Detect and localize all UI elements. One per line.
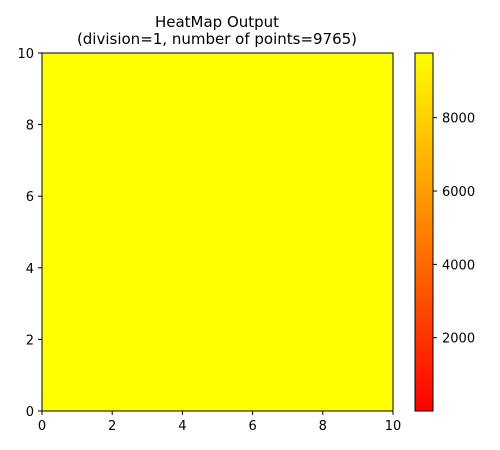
- x-tick-label: 8: [319, 419, 327, 434]
- colorbar-tick-label: 8000: [442, 112, 475, 127]
- colorbar-axis: 2000 4000 6000 8000: [433, 112, 475, 347]
- x-tick-label: 10: [385, 419, 402, 434]
- colorbar: [414, 52, 434, 412]
- y-tick-label: 0: [26, 405, 34, 420]
- colorbar-tick-label: 2000: [442, 332, 475, 347]
- y-tick-label: 8: [26, 119, 34, 134]
- plot-area: [41, 52, 394, 412]
- x-axis: 0 2 4 6 8 10: [38, 411, 401, 434]
- x-tick-label: 4: [178, 419, 186, 434]
- colorbar-tick-label: 4000: [442, 258, 475, 273]
- x-tick-label: 0: [38, 419, 46, 434]
- y-tick-label: 6: [26, 190, 34, 205]
- plot-frame: [41, 52, 394, 412]
- chart-title-line-1: HeatMap Output: [155, 13, 279, 31]
- x-tick-label: 6: [248, 419, 256, 434]
- x-tick-label: 2: [108, 419, 116, 434]
- y-axis: 0 2 4 6 8 10: [17, 47, 42, 420]
- y-tick-label: 4: [26, 262, 34, 277]
- chart-title-line-2: (division=1, number of points=9765): [77, 30, 357, 48]
- heatmap-cell-0: [42, 53, 393, 411]
- colorbar-tick-label: 6000: [442, 185, 475, 200]
- y-tick-label: 2: [26, 333, 34, 348]
- y-tick-label: 10: [17, 47, 34, 62]
